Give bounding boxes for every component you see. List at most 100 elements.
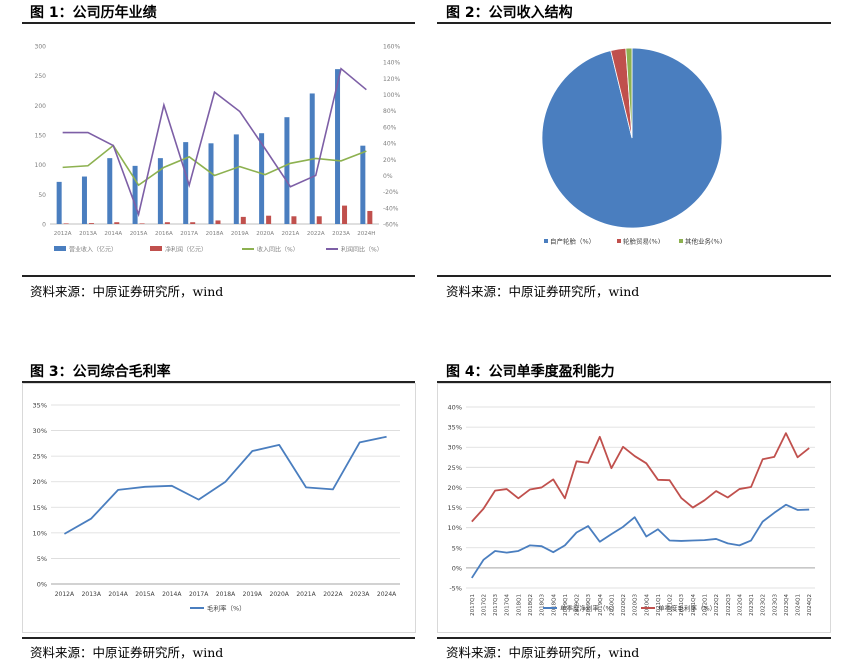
- fig1-bar: [233, 134, 239, 224]
- fig4-series-line: [471, 503, 810, 579]
- fig4-x-tick: 2021Q4: [691, 594, 697, 616]
- fig1-bar: [335, 69, 341, 224]
- fig4-x-tick: 2023Q4: [784, 594, 790, 616]
- fig4-x-tick: 2017Q3: [493, 594, 499, 616]
- fig1-right-tick: -40%: [383, 205, 399, 212]
- fig1-right-tick: 20%: [383, 157, 397, 164]
- fig4-x-tick: 2024Q1: [796, 594, 802, 616]
- fig4-x-tick: 2019Q4: [598, 594, 604, 616]
- fig1-left-tick: 0: [42, 222, 46, 229]
- fig1-right-tick: 0%: [383, 173, 393, 180]
- fig2-top-rule: [437, 22, 831, 24]
- fig3-x-tick: 2013A: [82, 591, 102, 598]
- fig1-legend-swatch: [150, 246, 162, 251]
- fig4-source: 资料来源：中原证券研究所，wind: [446, 645, 640, 660]
- fig1-right-tick: -60%: [383, 222, 399, 229]
- fig4-x-tick: 2019Q1: [563, 594, 569, 616]
- fig1-legend-label: 收入同比（%）: [257, 246, 299, 254]
- fig4-x-tick: 2023Q1: [749, 594, 755, 616]
- fig1-right-tick: 160%: [383, 44, 400, 51]
- fig1-right-tick: 120%: [383, 76, 400, 83]
- fig4-x-tick: 2023Q3: [772, 594, 778, 616]
- fig1-bar: [107, 158, 113, 224]
- fig1-x-tick: 2017A: [180, 231, 198, 237]
- fig1-x-tick: 2012A: [54, 231, 72, 237]
- fig1-title: 图 1：公司历年业绩: [30, 5, 157, 21]
- fig1-x-tick: 2020A: [256, 231, 274, 237]
- fig1-right-tick: 40%: [383, 141, 397, 148]
- fig4-y-tick: 25%: [448, 464, 462, 472]
- fig1-left-tick: 100: [35, 162, 47, 169]
- fig1-series-line: [62, 67, 367, 218]
- fig1-right-tick: 60%: [383, 124, 397, 131]
- fig4-y-tick: 30%: [448, 444, 462, 452]
- fig1-bar: [342, 205, 348, 224]
- fig1-bar: [367, 210, 373, 224]
- fig4-x-tick: 2022Q1: [702, 594, 708, 616]
- fig4-series-line: [471, 432, 810, 523]
- fig3-x-tick: 2015A: [135, 591, 155, 598]
- fig4-x-tick: 2018Q2: [528, 594, 534, 616]
- fig2-legend-label: 轮胎贸易(%): [623, 237, 660, 246]
- fig4-legend-label: 单季度净利率（%）: [560, 604, 618, 613]
- fig2-bottom-rule: [437, 275, 831, 277]
- fig1-x-tick: 2018A: [206, 231, 224, 237]
- fig3-x-tick: 2014A: [162, 591, 182, 598]
- fig3-title: 图 3：公司综合毛利率: [30, 364, 171, 380]
- fig1-bottom-rule: [22, 275, 415, 277]
- fig1-bar: [240, 216, 246, 224]
- fig1-chart: 0 50 100 150 200 250 300 -60% -40% -20% 0% 20% 40% 60…: [35, 44, 401, 254]
- fig4-frame: [437, 383, 831, 633]
- fig1-left-tick: 150: [35, 133, 47, 140]
- fig4-chart: -5% 0% 5% 10% 15% 20% 25% 30% 35% 40% 2017Q1 2017Q2…: [437, 383, 831, 633]
- fig1-x-tick: 2022A: [307, 231, 325, 237]
- fig3-y-tick: 10%: [33, 529, 47, 537]
- fig1-bar: [157, 158, 163, 224]
- fig3-top-rule: [22, 381, 415, 383]
- fig3-x-tick: 2014A: [108, 591, 128, 598]
- fig4-x-tick: 2024Q2: [807, 594, 813, 616]
- fig1-x-tick: 2014A: [104, 231, 122, 237]
- fig1-bar: [63, 223, 69, 224]
- fig3-chart: 0% 5% 10% 15% 20% 25% 30% 35% 2012A 2013A 2014A 201…: [22, 383, 416, 633]
- fig3-x-tick: 2023A: [350, 591, 370, 598]
- fig4-x-tick: 2019Q2: [575, 594, 581, 616]
- fig4-x-tick: 2020Q1: [609, 594, 615, 616]
- fig1-bar: [316, 216, 322, 224]
- fig4-x-tick: 2020Q2: [621, 594, 627, 616]
- fig1-bar: [132, 165, 138, 224]
- fig4-bottom-rule: [437, 637, 831, 639]
- fig2-legend-swatch: [544, 239, 548, 243]
- fig3-y-tick: 0%: [37, 581, 47, 589]
- fig4-title: 图 4：公司单季度盈利能力: [446, 364, 615, 380]
- fig1-x-tick: 2019A: [231, 231, 249, 237]
- fig4-x-tick: 2020Q3: [633, 594, 639, 616]
- fig1-bar: [164, 222, 170, 224]
- fig4-x-tick: 2021Q2: [668, 594, 674, 616]
- fig3-x-tick: 2021A: [296, 591, 316, 598]
- fig2-title: 图 2：公司收入结构: [446, 5, 573, 21]
- fig4-x-tick: 2020Q4: [644, 594, 650, 616]
- fig3-y-tick: 5%: [37, 555, 47, 563]
- fig1-x-tick: 2013A: [79, 231, 97, 237]
- fig4-x-tick: 2018Q1: [516, 594, 522, 616]
- fig1-top-rule: [22, 22, 415, 24]
- fig1-x-tick: 2015A: [130, 231, 148, 237]
- fig1-bar: [215, 220, 221, 224]
- fig3-source: 资料来源：中原证券研究所，wind: [30, 645, 224, 660]
- fig2-chart: 自产轮胎（%） 轮胎贸易(%) 其他业务(%): [541, 47, 723, 246]
- fig1-left-tick: 200: [35, 103, 47, 110]
- fig1-bar: [259, 133, 265, 224]
- fig1-legend-label: 净利润（亿元）: [165, 246, 207, 254]
- fig4-y-tick: 10%: [448, 524, 462, 532]
- fig2-source: 资料来源：中原证券研究所，wind: [446, 284, 640, 299]
- fig4-x-tick: 2023Q2: [761, 594, 767, 616]
- fig2-legend-label: 其他业务(%): [685, 237, 722, 246]
- fig4-x-tick: 2017Q2: [481, 594, 487, 616]
- fig3-x-tick: 2018A: [216, 591, 236, 598]
- fig1-bar: [360, 145, 366, 224]
- fig1-right-tick: -20%: [383, 189, 399, 196]
- fig1-bar: [114, 222, 120, 224]
- fig4-y-tick: 15%: [448, 504, 462, 512]
- fig1-left-tick: 300: [35, 44, 47, 51]
